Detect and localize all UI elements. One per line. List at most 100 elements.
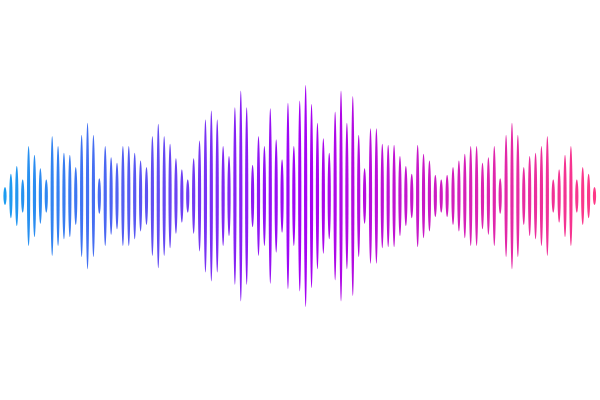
waveform-bar [80, 134, 84, 258]
waveform-bar [203, 119, 208, 273]
waveform-bar [256, 136, 261, 256]
waveform-bar [380, 143, 384, 249]
waveform-bar [85, 122, 90, 270]
waveform-bar [351, 96, 355, 296]
waveform-bar [504, 134, 508, 258]
waveform-bar [174, 158, 178, 234]
waveform-bar [250, 164, 255, 228]
waveform-bar [298, 100, 302, 292]
waveform-bar [362, 168, 367, 224]
waveform-bar [575, 179, 579, 213]
waveform-bar [427, 160, 432, 232]
waveform-bar [587, 173, 591, 219]
waveform-bar [103, 146, 107, 246]
waveform-bar [280, 159, 284, 233]
waveform-bar [374, 128, 378, 264]
waveform-bar [138, 160, 143, 232]
waveform-bar [569, 146, 573, 246]
waveform-bar [239, 90, 243, 302]
waveform-bar [21, 179, 25, 213]
waveform-bar [528, 156, 532, 236]
waveform-bar [15, 166, 19, 226]
waveform-bar [109, 157, 113, 235]
waveform-bar [127, 146, 131, 246]
waveform-bar [26, 146, 31, 246]
waveform-bar [245, 107, 249, 285]
waveform-bar [445, 174, 449, 218]
waveform-bar [197, 140, 202, 252]
waveform-bar [592, 187, 597, 205]
waveform-bar [268, 108, 272, 284]
waveform-bar [498, 178, 502, 214]
waveform-bar [133, 152, 137, 240]
waveform-bar [274, 139, 278, 253]
waveform-bars [3, 85, 597, 307]
waveform-bar [404, 166, 408, 226]
waveform-bar [463, 153, 467, 239]
waveform-bar [486, 157, 490, 235]
waveform-bar [68, 154, 72, 238]
waveform-bar [192, 158, 196, 234]
waveform-bar [339, 90, 343, 302]
waveform-bar [9, 173, 13, 219]
waveform-bar [333, 111, 337, 281]
waveform-bar [516, 134, 520, 258]
waveform-bar [492, 146, 496, 246]
waveform-bar [480, 162, 485, 230]
waveform-bar [392, 144, 396, 248]
waveform-bar [510, 122, 514, 270]
waveform-bar [227, 156, 231, 236]
waveform-bar [557, 169, 561, 223]
waveform-bar [221, 146, 225, 246]
waveform-bar [345, 122, 349, 270]
waveform-bar [62, 152, 66, 240]
waveform-bar [56, 146, 60, 246]
waveform-bar [168, 143, 172, 249]
waveform-bar [421, 153, 426, 239]
waveform-bar [97, 178, 101, 214]
waveform-bar [398, 156, 402, 236]
waveform-bar [581, 167, 585, 225]
waveform-bar [321, 138, 325, 254]
waveform-bar [209, 110, 213, 282]
waveform-bar [262, 146, 266, 246]
waveform-bar [186, 179, 190, 213]
waveform-bar [439, 179, 443, 213]
waveform-bar [156, 123, 160, 269]
waveform-bar [539, 146, 544, 246]
waveform-bar [368, 128, 373, 264]
waveform-bar [545, 136, 549, 256]
waveform-bar [357, 134, 361, 258]
waveform-bar [32, 154, 37, 238]
waveform-bar [44, 179, 48, 213]
waveform-bar [327, 152, 331, 240]
waveform-bar [533, 152, 538, 240]
waveform-bar [410, 173, 414, 219]
waveform-bar [475, 146, 479, 246]
waveform-bar [457, 160, 461, 232]
waveform-bar [304, 85, 308, 307]
waveform-bar [74, 167, 78, 225]
waveform-bar [50, 136, 54, 256]
waveform-bar [91, 134, 96, 258]
waveform-bar [115, 162, 119, 230]
waveform-bar [3, 187, 7, 205]
waveform-bar [386, 144, 390, 248]
waveform-bar [433, 174, 437, 218]
waveform-bar [144, 167, 149, 225]
waveform-bar [451, 167, 455, 225]
waveform-bar [309, 103, 314, 289]
waveform-bar [563, 154, 567, 238]
waveform-bar [292, 146, 296, 246]
waveform-bar [162, 136, 166, 256]
waveform-bar [551, 179, 555, 213]
waveform-bar [522, 167, 526, 225]
waveform-bar [215, 119, 219, 273]
waveform-bar [469, 146, 473, 246]
waveform-bar [180, 169, 184, 223]
waveform-bar [38, 168, 42, 224]
waveform-bar [416, 144, 420, 248]
waveform-bar [315, 122, 320, 270]
waveform-bar [121, 146, 125, 246]
